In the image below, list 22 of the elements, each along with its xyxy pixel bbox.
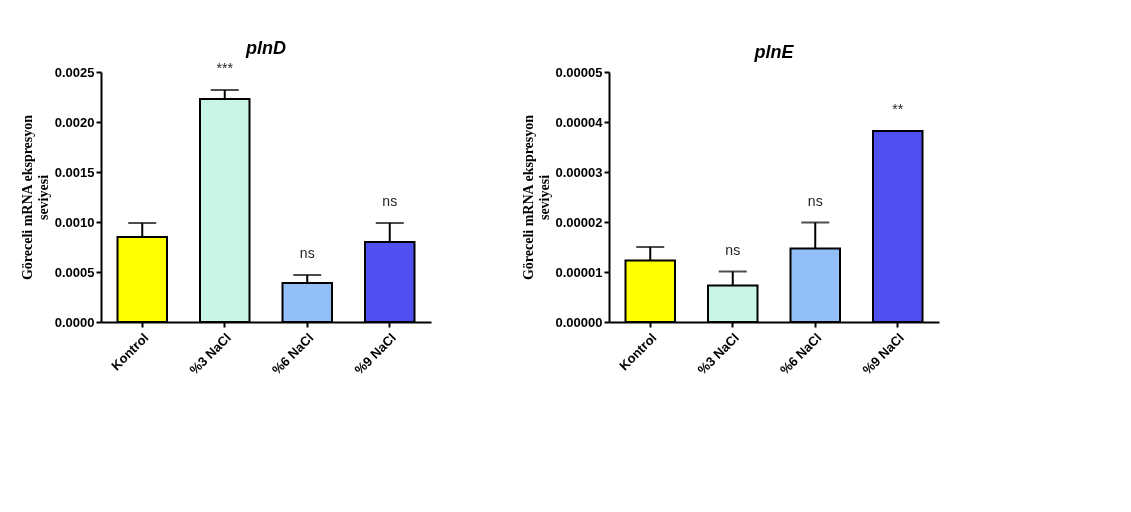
annotation: ns [807, 192, 823, 209]
y-tick-label: 0.00002 [555, 214, 603, 230]
y-tick-label: 0.00003 [555, 164, 603, 180]
y-tick-label: 0.0010 [54, 214, 95, 230]
y-tick-label: 0.0020 [54, 114, 95, 130]
annotation: *** [216, 60, 234, 76]
chart-title: plnE [753, 42, 795, 62]
y-tick-label: 0.00001 [555, 264, 603, 280]
chart-title: plnD [245, 38, 286, 58]
y-tick-label: 0.0015 [54, 164, 95, 180]
annotation: ns [725, 241, 741, 258]
y-axis-title: Göreceli mRNA ekspresyon seviyesi [19, 114, 51, 281]
y-axis-title: Göreceli mRNA ekspresyon seviyesi [520, 114, 552, 281]
y-tick-label: 0.0025 [54, 64, 95, 80]
annotation: ns [299, 245, 315, 261]
y-tick-label: 0.0005 [54, 264, 95, 280]
y-tick-label: 0.0000 [54, 314, 95, 330]
annotation: ** [892, 101, 904, 117]
annotation: ns [382, 193, 398, 209]
y-tick-label: 0.00005 [555, 64, 603, 80]
y-tick-label: 0.00000 [555, 314, 603, 330]
y-tick-label: 0.00004 [555, 114, 604, 130]
